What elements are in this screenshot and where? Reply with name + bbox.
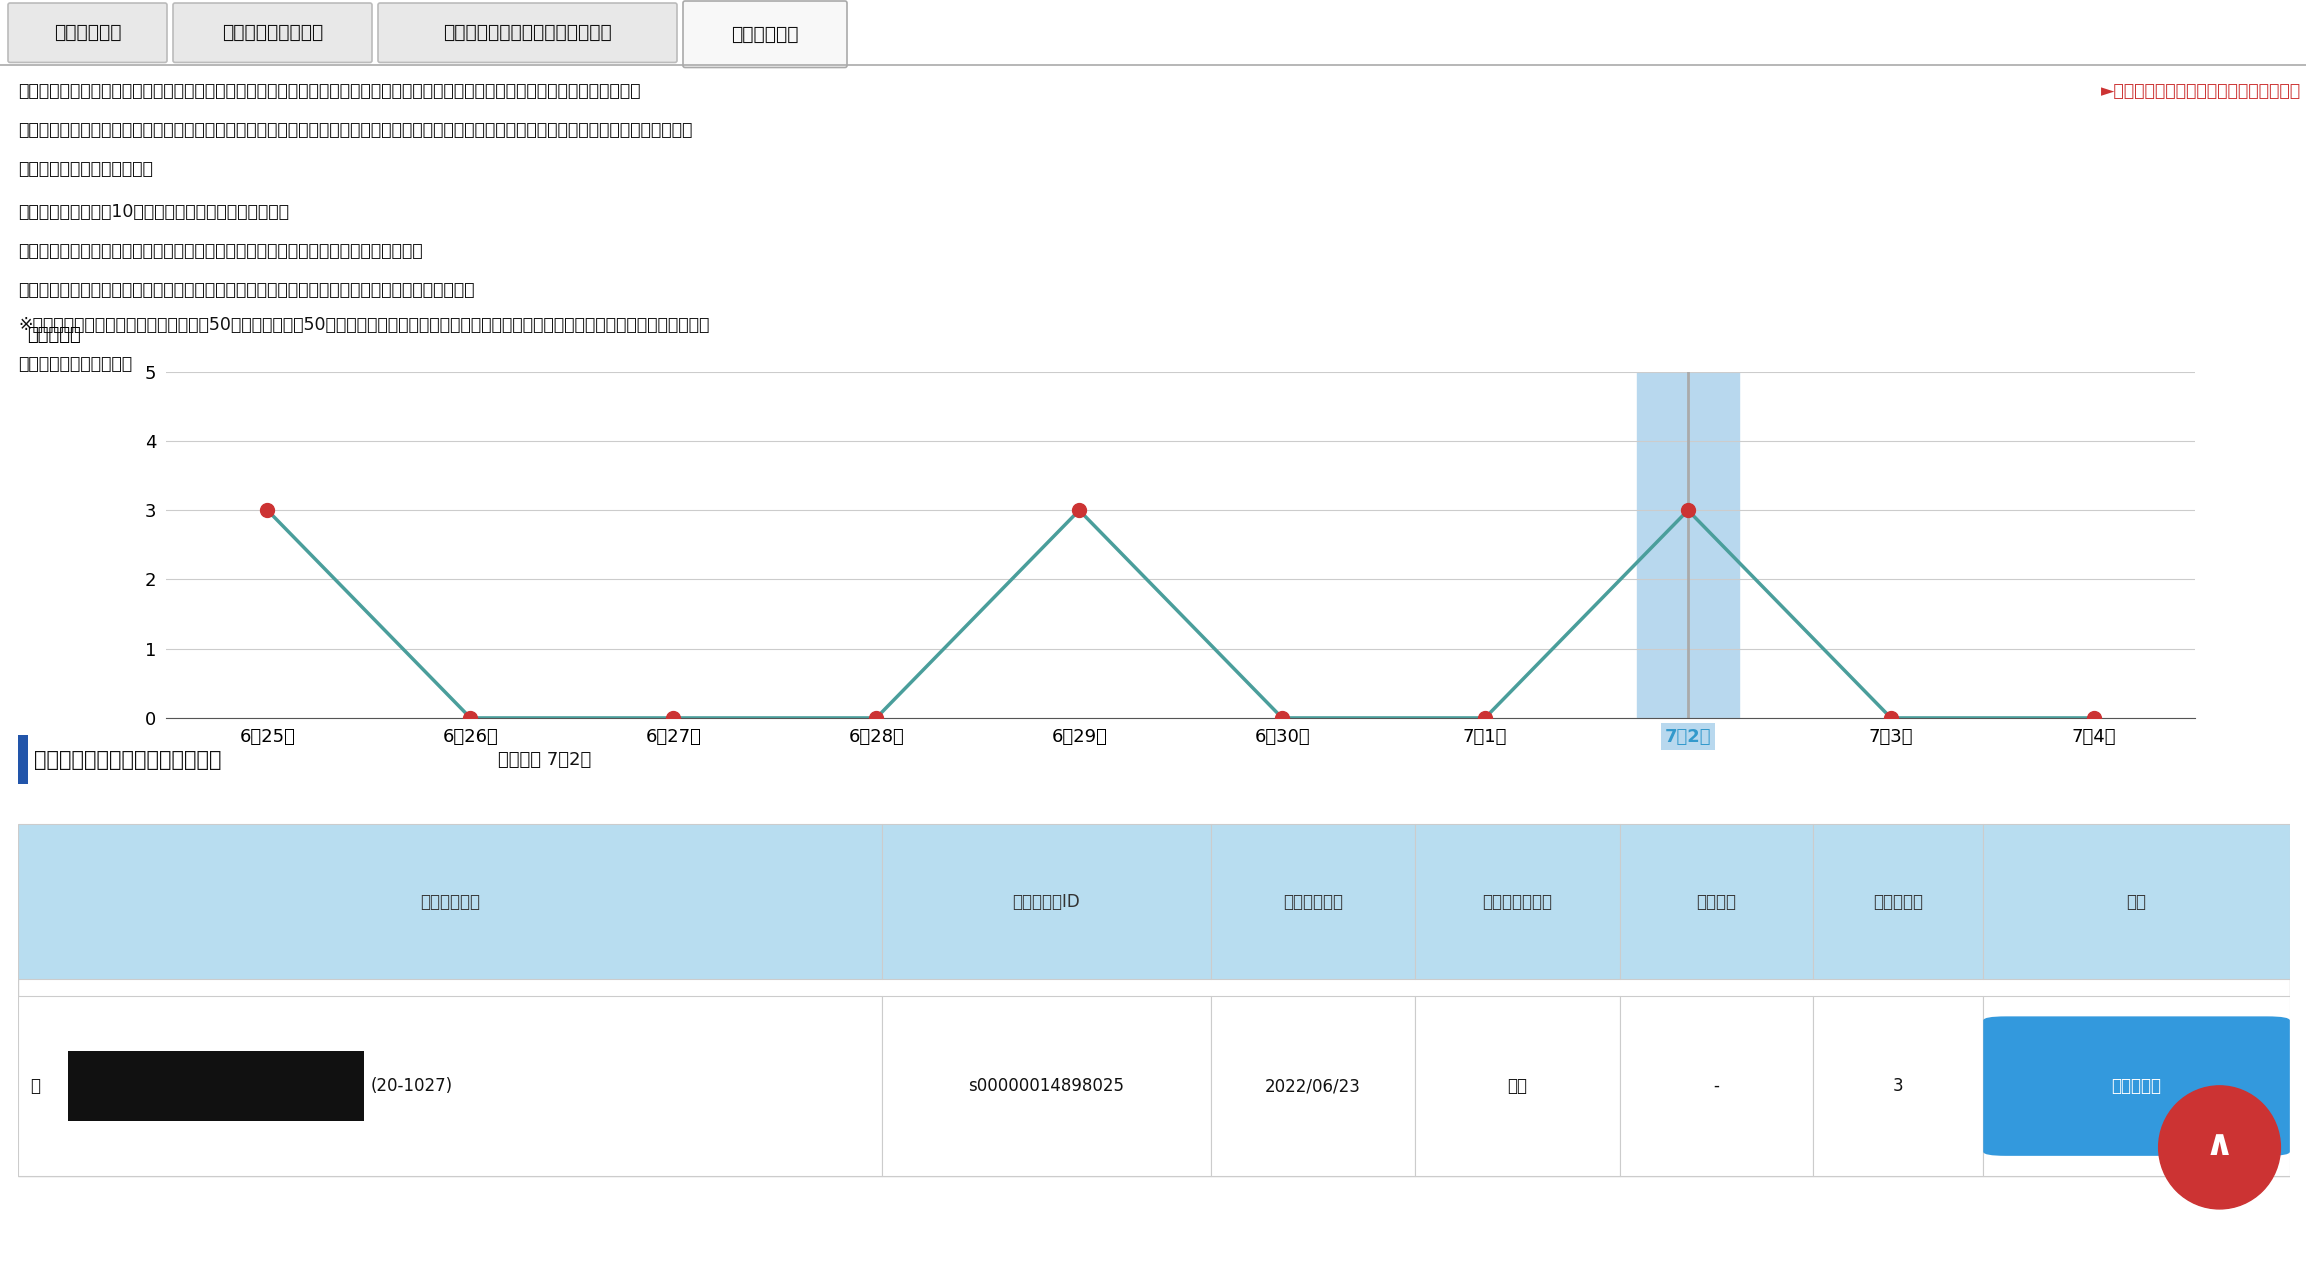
Text: 終了・解除日: 終了・解除日 — [1282, 892, 1342, 910]
Point — [249, 500, 286, 520]
Circle shape — [2158, 1086, 2281, 1209]
Bar — [1637, 372, 1739, 718]
Text: 詳細: 詳細 — [2126, 892, 2147, 910]
FancyBboxPatch shape — [173, 3, 371, 63]
Text: プログラム名: プログラム名 — [420, 892, 480, 910]
FancyBboxPatch shape — [683, 1, 846, 68]
Bar — [1416, 996, 1619, 1177]
Point — [1670, 500, 1706, 520]
Bar — [1619, 996, 1813, 1177]
Bar — [1416, 823, 1619, 979]
Text: 終了: 終了 — [1508, 1077, 1527, 1095]
Y-axis label: クリック数: クリック数 — [28, 326, 81, 344]
Point — [452, 708, 489, 728]
Bar — [18, 735, 28, 785]
Text: プログラム状況: プログラム状況 — [1483, 892, 1552, 910]
Point — [858, 708, 895, 728]
Bar — [1983, 823, 2290, 979]
Text: 酬の獲得に繋げてください。: 酬の獲得に繋げてください。 — [18, 160, 152, 178]
Bar — [18, 996, 881, 1177]
Point — [655, 708, 692, 728]
Text: コンバージョンリファラレポート: コンバージョンリファラレポート — [443, 23, 611, 42]
Bar — [1211, 823, 1416, 979]
FancyBboxPatch shape — [1983, 1017, 2290, 1156]
Text: 詳細を見る: 詳細を見る — [2112, 1077, 2161, 1095]
Bar — [1211, 996, 1416, 1177]
Bar — [881, 996, 1211, 1177]
Text: ※最大で表示されるプログラムの件数は50件になります。50件を超える場合で全てのプログラムをご覧になりたい場合は、データをダウンロー: ※最大で表示されるプログラムの件数は50件になります。50件を超える場合で全ての… — [18, 315, 710, 333]
Bar — [1983, 996, 2290, 1177]
Text: 日別レポート: 日別レポート — [53, 23, 122, 42]
Point — [1872, 708, 1909, 728]
Bar — [1813, 996, 1983, 1177]
Text: 提携状況: 提携状況 — [1697, 892, 1736, 910]
Text: (20-1027): (20-1027) — [371, 1077, 452, 1095]
Text: -: - — [1713, 1077, 1720, 1095]
Text: デバイス別レポート: デバイス別レポート — [221, 23, 323, 42]
Bar — [69, 1051, 364, 1120]
Text: s00000014898025: s00000014898025 — [969, 1077, 1125, 1095]
Text: 男: 男 — [30, 1077, 39, 1095]
Text: プログラムID: プログラムID — [1012, 892, 1079, 910]
Bar — [881, 823, 1211, 979]
Point — [1467, 708, 1504, 728]
Bar — [1813, 823, 1983, 979]
Text: 3: 3 — [1893, 1077, 1902, 1095]
Point — [1264, 708, 1301, 728]
Text: 2022/06/23: 2022/06/23 — [1266, 1077, 1361, 1095]
Text: ドしてご確認ください。: ドしてご確認ください。 — [18, 355, 131, 373]
Text: 無効クリック: 無効クリック — [731, 24, 798, 44]
Text: 無効クリック発生プログラム一覧: 無効クリック発生プログラム一覧 — [35, 750, 221, 769]
Text: 無効クリックは直近10日間のデータのみ確認できます。: 無効クリックは直近10日間のデータのみ確認できます。 — [18, 204, 291, 222]
Text: ∧: ∧ — [2205, 1128, 2235, 1161]
FancyBboxPatch shape — [7, 3, 166, 63]
Bar — [18, 823, 881, 979]
FancyBboxPatch shape — [378, 3, 678, 63]
Text: ►無効クリックレポートについてのヘルプ: ►無効クリックレポートについてのヘルプ — [2101, 82, 2301, 100]
Point — [2075, 708, 2112, 728]
Text: 詳細のページでは、無効クリックの上がっているページのリファラが確認できますが、: 詳細のページでは、無効クリックの上がっているページのリファラが確認できますが、 — [18, 242, 422, 260]
Text: クリック数: クリック数 — [1872, 892, 1923, 910]
Text: 場合によってはリファラが取得できず、空欄になってしまう場合がございます。ご了承ください。: 場合によってはリファラが取得できず、空欄になってしまう場合がございます。ご了承く… — [18, 281, 475, 299]
Point — [1061, 500, 1098, 520]
Bar — [1619, 823, 1813, 979]
Text: 発生日： 7月2日: 発生日： 7月2日 — [498, 750, 590, 769]
Bar — [18, 832, 2290, 1177]
Text: 特に解除・終了しているプログラムの広告は、クリックされても売上に結びつかないため、他のプログラムの広告に貼り換えを行い更なる成果報: 特に解除・終了しているプログラムの広告は、クリックされても売上に結びつかないため… — [18, 121, 692, 138]
Text: 無効クリックとは、何らかの事情で広告のクリック後、広告主サイトではなく弊社の指定サイトに遷移したクリックの事を指します。: 無効クリックとは、何らかの事情で広告のクリック後、広告主サイトではなく弊社の指定… — [18, 82, 641, 100]
